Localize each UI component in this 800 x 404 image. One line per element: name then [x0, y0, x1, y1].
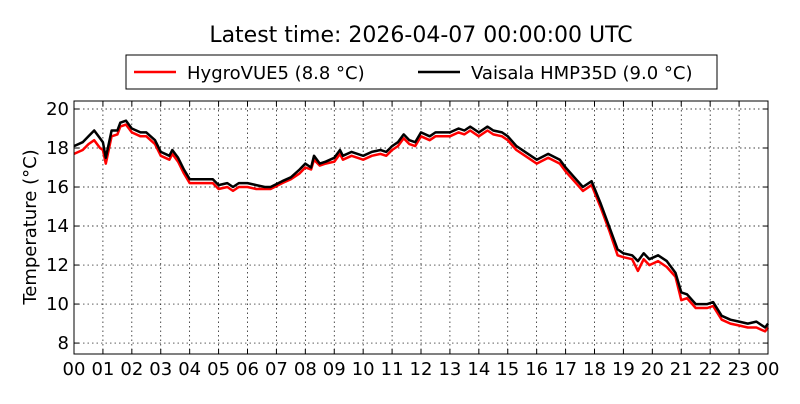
x-tick-label: 11 [381, 359, 404, 380]
x-tick-label: 14 [467, 359, 490, 380]
x-tick-label: 07 [265, 359, 288, 380]
x-tick-label: 04 [178, 359, 201, 380]
y-tick-label: 8 [58, 333, 69, 354]
x-tick-label: 08 [294, 359, 317, 380]
x-tick-label: 03 [149, 359, 172, 380]
legend: HygroVUE5 (8.8 °C) Vaisala HMP35D (9.0 °… [125, 54, 718, 90]
x-tick-label: 21 [670, 359, 693, 380]
legend-label-vaisala: Vaisala HMP35D (9.0 °C) [471, 63, 692, 84]
x-tick-label: 10 [352, 359, 375, 380]
x-tick-label: 22 [699, 359, 722, 380]
legend-label-hygrovue5: HygroVUE5 (8.8 °C) [187, 63, 365, 84]
x-tick-label: 13 [438, 359, 461, 380]
x-tick-label: 00 [757, 359, 780, 380]
x-tick-label: 12 [410, 359, 433, 380]
x-tick-label: 05 [207, 359, 230, 380]
x-tick-label: 19 [612, 359, 635, 380]
series-line-hygrovue5 [73, 123, 770, 333]
y-tick-label: 10 [46, 294, 69, 315]
x-tick-label: 15 [496, 359, 519, 380]
y-tick-label: 14 [46, 216, 69, 237]
series-line-vaisala [73, 119, 770, 329]
x-tick-label: 23 [728, 359, 751, 380]
chart-title: Latest time: 2026-04-07 00:00:00 UTC [209, 23, 632, 48]
x-tick-label: 20 [641, 359, 664, 380]
y-axis-label: Temperature (°C) [20, 149, 41, 305]
x-tick-label: 00 [63, 359, 86, 380]
y-tick-label: 18 [46, 138, 69, 159]
y-tick-label: 20 [46, 99, 69, 120]
x-tick-label: 02 [120, 359, 143, 380]
axis-ticks: 00 01 02 03 04 05 06 07 08 09 10 11 12 13 14 15 16 17 18 19… [46, 99, 779, 380]
x-tick-label: 06 [236, 359, 259, 380]
series-lines [73, 119, 770, 333]
x-tick-label: 18 [583, 359, 606, 380]
y-tick-label: 16 [46, 177, 69, 198]
x-tick-label: 01 [91, 359, 114, 380]
grid [73, 101, 769, 354]
x-tick-label: 09 [323, 359, 346, 380]
y-tick-label: 12 [46, 255, 69, 276]
x-tick-label: 17 [554, 359, 577, 380]
x-tick-label: 16 [525, 359, 548, 380]
